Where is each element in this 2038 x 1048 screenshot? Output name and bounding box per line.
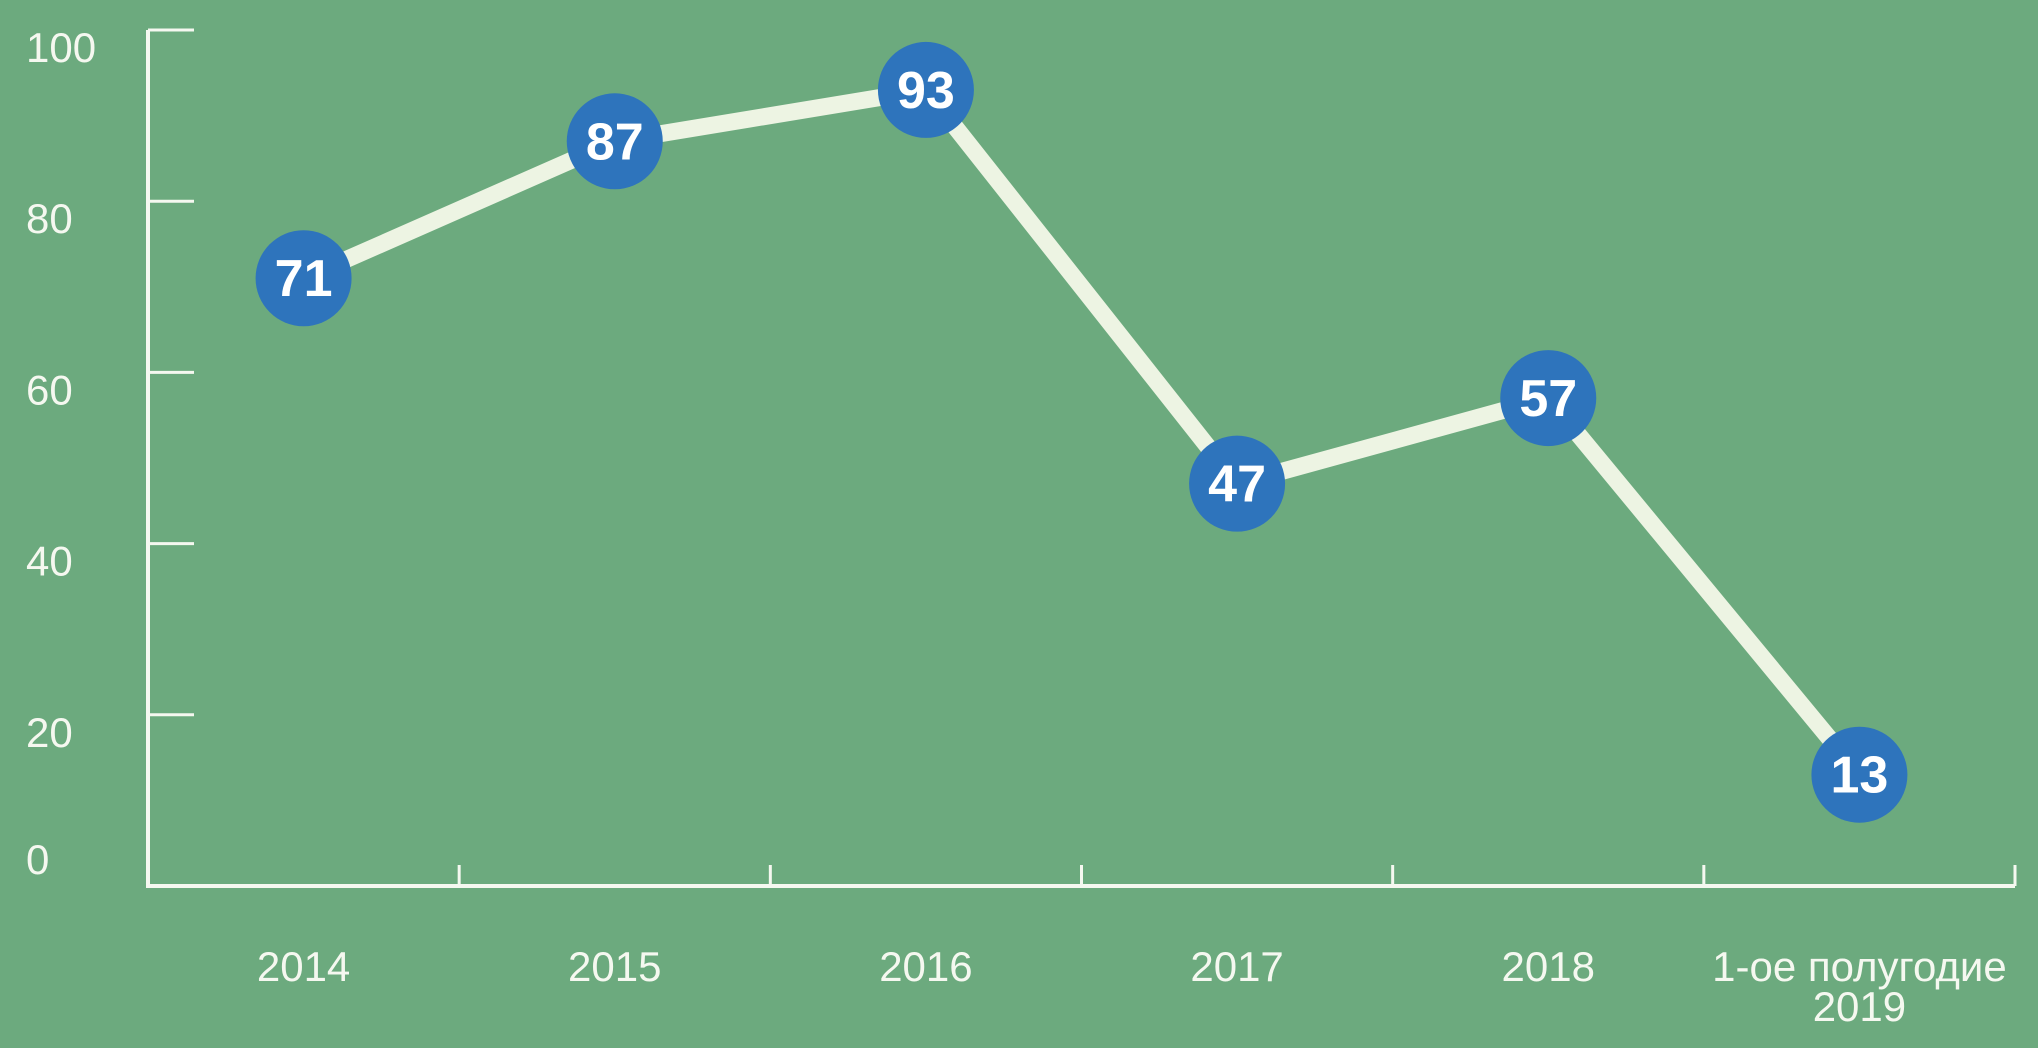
- data-point: [1500, 350, 1597, 447]
- x-category-label: 2016: [879, 943, 972, 990]
- y-tick-label: 60: [26, 366, 73, 413]
- data-point-label: 71: [275, 250, 333, 308]
- x-category-label-line: 2015: [568, 943, 661, 990]
- x-category-label: 2018: [1502, 943, 1595, 990]
- y-tick-label: 100: [26, 24, 96, 71]
- y-tick-label: 0: [26, 836, 49, 883]
- data-line: [295, 81, 1868, 784]
- x-category-label-line: 2019: [1813, 983, 1906, 1030]
- data-point-label: 13: [1830, 747, 1888, 805]
- x-category-label: 2017: [1190, 943, 1283, 990]
- data-point-label: 47: [1208, 456, 1266, 514]
- data-point: [1811, 726, 1908, 823]
- data-point-label: 57: [1519, 370, 1577, 428]
- x-category-label-line: 1-ое полугодие: [1712, 943, 2007, 990]
- data-point-label: 93: [897, 62, 955, 120]
- y-tick-label: 20: [26, 709, 73, 756]
- x-category-label: 2014: [257, 943, 350, 990]
- x-category-label-line: 2017: [1190, 943, 1283, 990]
- x-category-label-line: 2018: [1502, 943, 1595, 990]
- y-tick-label: 80: [26, 195, 73, 242]
- data-point-label: 87: [586, 113, 644, 171]
- x-category-label-line: 2014: [257, 943, 350, 990]
- data-point: [255, 230, 352, 327]
- x-category-label: 1-ое полугодие 2019: [1712, 943, 2007, 1030]
- data-point: [877, 41, 974, 138]
- data-point: [566, 93, 663, 190]
- data-point: [1189, 435, 1286, 532]
- y-tick-label: 40: [26, 538, 73, 585]
- x-category-label-line: 2016: [879, 943, 972, 990]
- x-category-label: 2015: [568, 943, 661, 990]
